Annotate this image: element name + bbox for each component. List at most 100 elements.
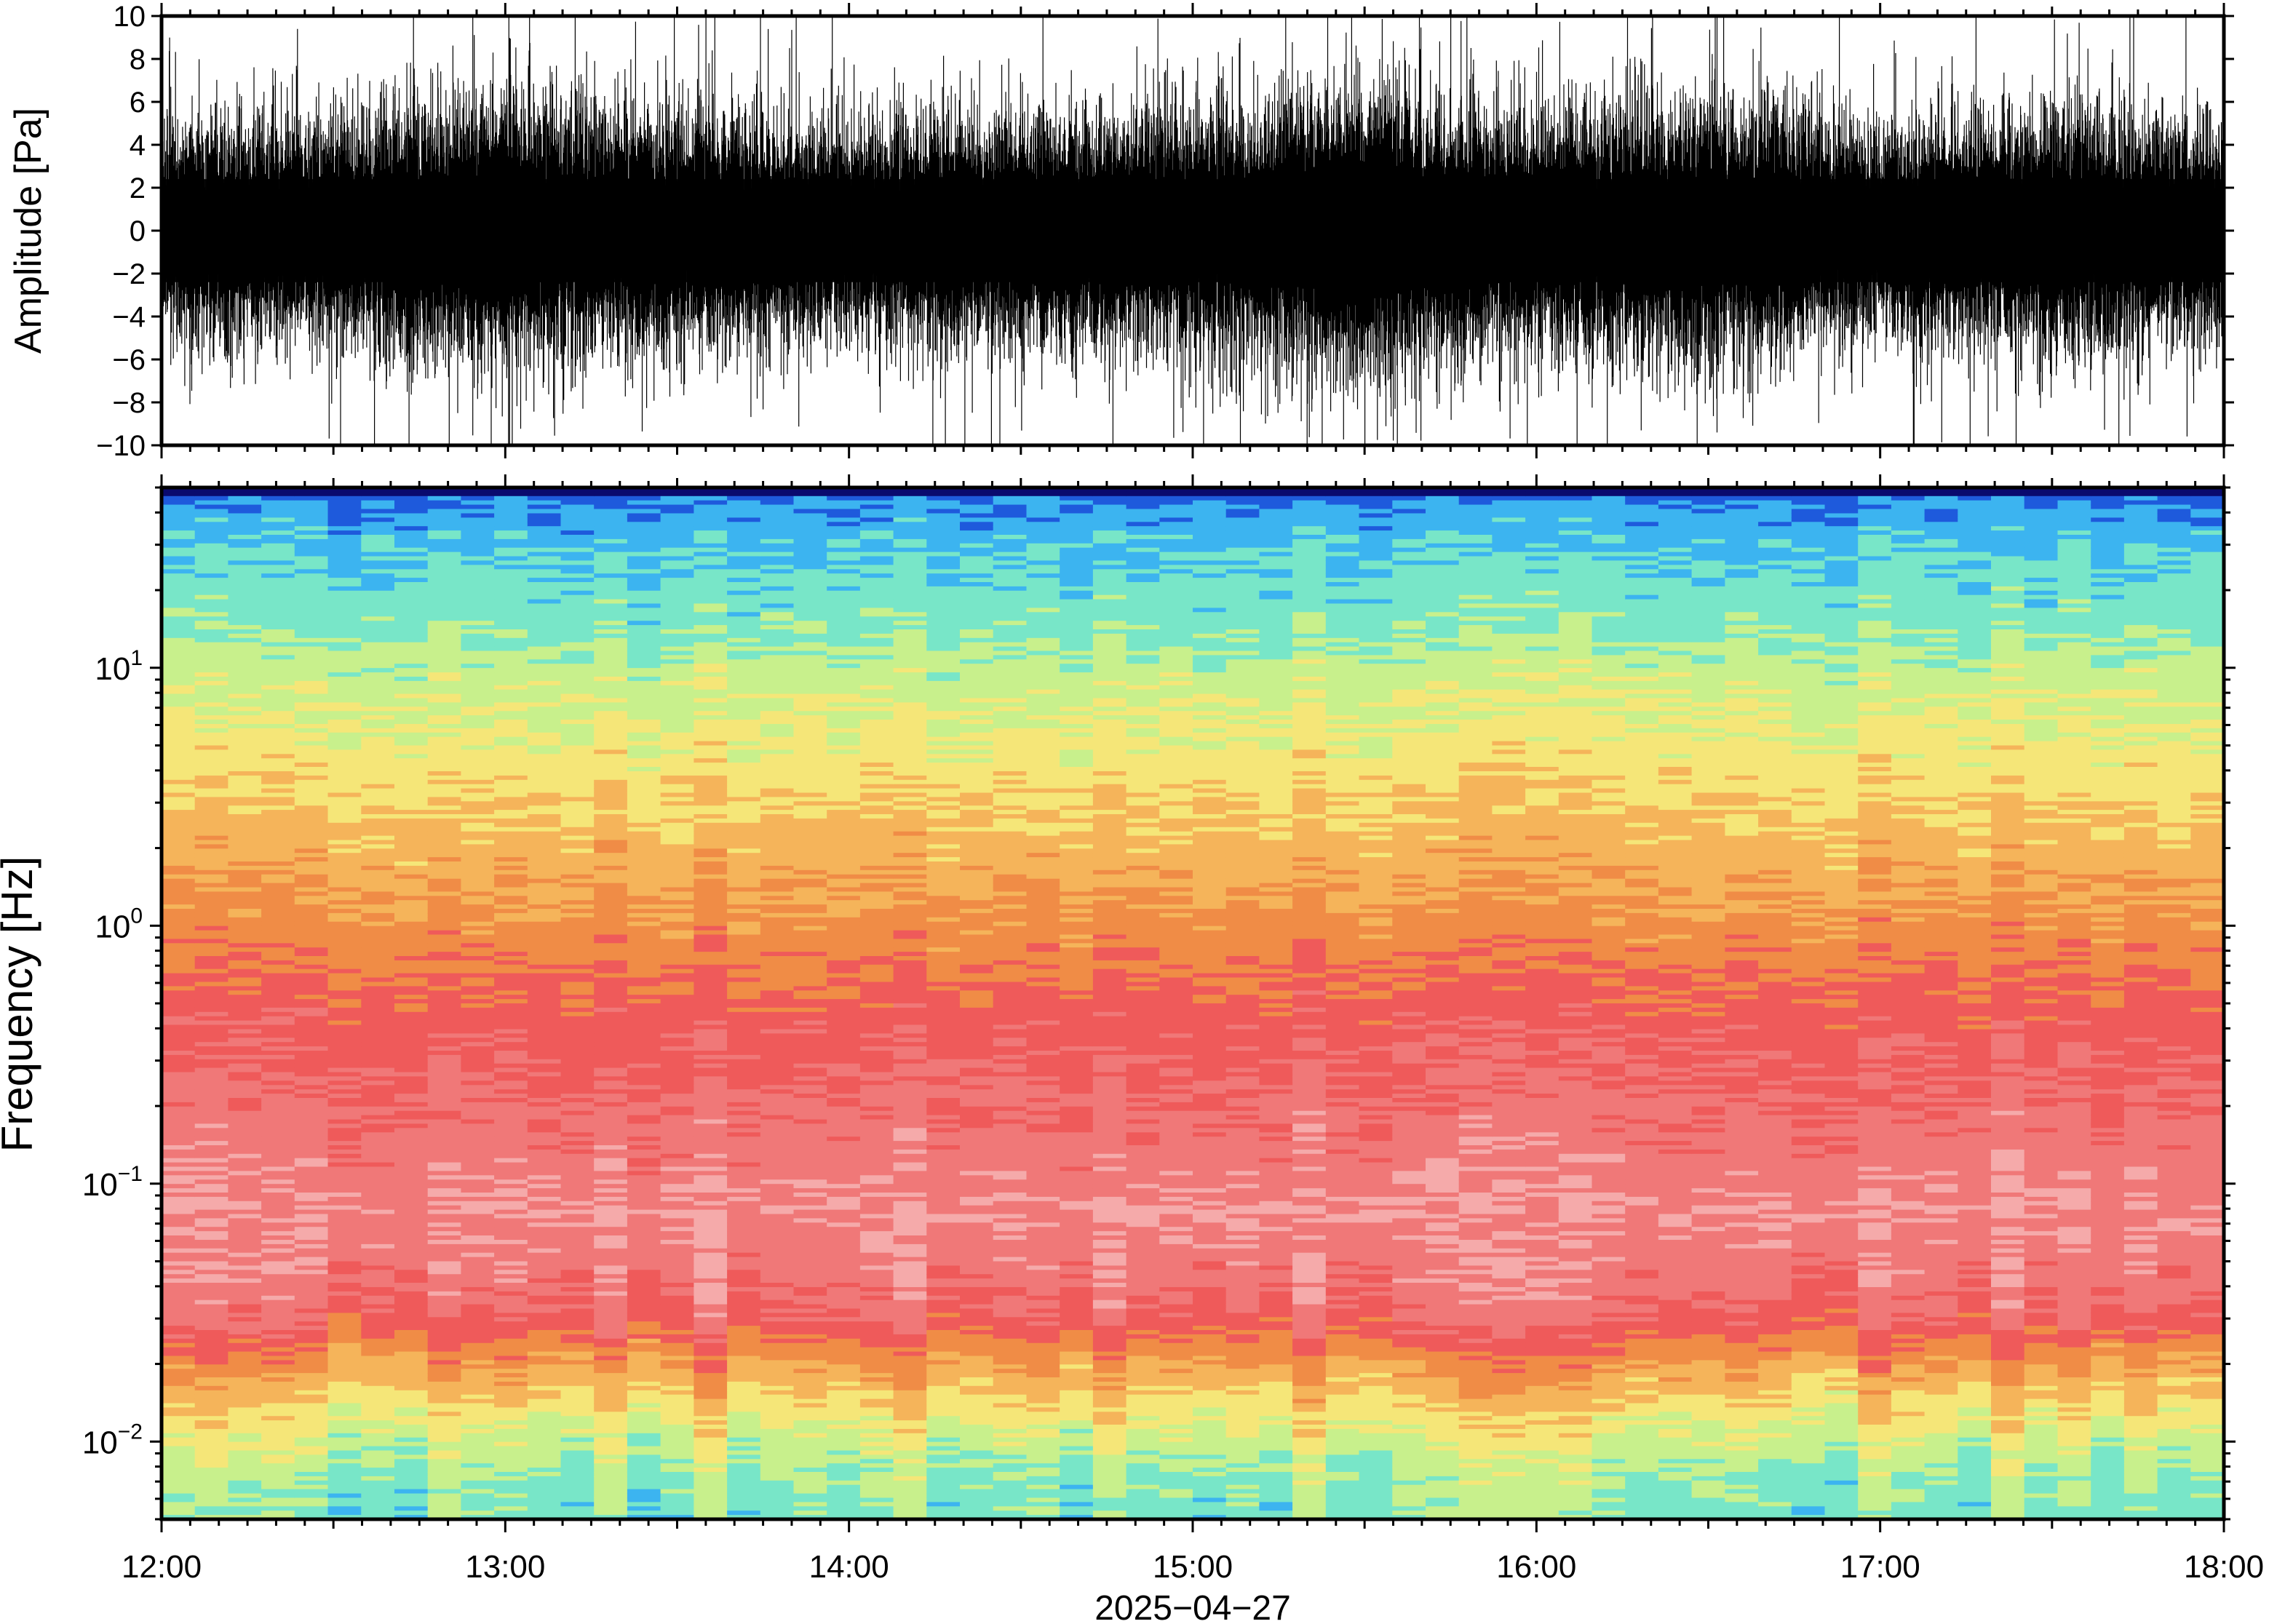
spectrogram-cell: [760, 668, 795, 673]
spectrogram-cell: [294, 629, 329, 634]
spectrogram-cell: [427, 1265, 462, 1270]
spectrogram-cell: [760, 784, 795, 789]
spectrogram-cell: [327, 633, 362, 639]
spectrogram-cell: [427, 1510, 462, 1516]
spectrogram-cell: [194, 1046, 229, 1051]
spectrogram-cell: [294, 612, 329, 617]
spectrogram-cell: [361, 1425, 395, 1430]
spectrogram-cell: [727, 556, 761, 561]
spectrogram-cell: [594, 1441, 628, 1447]
spectrogram-cell: [294, 594, 329, 600]
spectrogram-cell: [361, 801, 395, 806]
spectrogram-cell: [394, 1416, 429, 1421]
spectrogram-cell: [194, 1020, 229, 1026]
spectrogram-cell: [162, 1261, 196, 1266]
spectrogram-cell: [261, 1196, 295, 1202]
spectrogram-cell: [560, 1291, 595, 1297]
spectrogram-cell: [361, 1024, 395, 1030]
spectrogram-cell: [194, 693, 229, 699]
spectrogram-cell: [494, 1403, 528, 1408]
spectrogram-cell: [527, 1416, 562, 1421]
spectrogram-cell: [727, 1051, 761, 1056]
spectrogram-cell: [760, 1291, 795, 1297]
spectrogram-cell: [294, 986, 329, 991]
spectrogram-cell: [162, 956, 196, 961]
spectrogram-cell: [361, 1412, 395, 1417]
spectrogram-cell: [727, 1231, 761, 1236]
spectrogram-cell: [327, 999, 362, 1004]
spectrogram-cell: [427, 1072, 462, 1077]
spectrogram-cell: [760, 904, 795, 909]
spectrogram-cell: [427, 840, 462, 845]
spectrogram-cell: [261, 1385, 295, 1391]
spectrogram-cell: [261, 1274, 295, 1279]
spectrogram-cell: [793, 711, 827, 716]
spectrogram-cell: [394, 513, 429, 518]
spectrogram-cell: [627, 1398, 661, 1404]
spectrogram-cell: [627, 1059, 661, 1064]
spectrogram-cell: [594, 835, 628, 841]
spectrogram-cell: [361, 805, 395, 811]
spectrogram-cell: [228, 1145, 262, 1150]
spectrogram-cell: [228, 659, 262, 664]
spectrogram-cell: [560, 629, 595, 634]
spectrogram-cell: [461, 1029, 495, 1034]
spectrogram-cell: [294, 1437, 329, 1443]
spectrogram-cell: [228, 1360, 262, 1365]
spectrogram-cell: [527, 1132, 562, 1137]
spectrogram-cell: [228, 1209, 262, 1215]
spectrogram-cell: [228, 891, 262, 896]
spectrogram-cell: [760, 1042, 795, 1047]
spectrogram-cell: [793, 1158, 827, 1163]
spectrogram-cell: [162, 1020, 196, 1026]
spectrogram-cell: [494, 1425, 528, 1430]
spectrogram-cell: [327, 930, 362, 936]
spectrogram-cell: [394, 835, 429, 841]
spectrogram-cell: [228, 1089, 262, 1094]
spectrogram-cell: [694, 912, 728, 918]
spectrogram-cell: [294, 1390, 329, 1396]
spectrogram-cell: [594, 939, 628, 944]
spectrogram-cell: [560, 891, 595, 896]
spectrogram-cell: [361, 964, 395, 970]
spectrogram-cell: [627, 741, 661, 747]
spectrogram-cell: [527, 720, 562, 725]
spectrogram-cell: [660, 912, 695, 918]
spectrogram-cell: [228, 1412, 262, 1417]
spectrogram-cell: [694, 1450, 728, 1455]
spectrogram-cell: [261, 749, 295, 755]
spectrogram-cell: [261, 792, 295, 797]
spectrogram-cell: [427, 724, 462, 729]
spectrogram-cell: [194, 1227, 229, 1232]
spectrogram-cell: [461, 1072, 495, 1077]
spectrogram-cell: [361, 741, 395, 747]
spectrogram-cell: [361, 728, 395, 733]
spectrogram-cell: [660, 900, 695, 905]
spectrogram-cell: [527, 689, 562, 695]
spectrogram-cell: [594, 603, 628, 608]
spectrogram-cell: [461, 891, 495, 896]
spectrogram-cell: [694, 715, 728, 720]
spectrogram-cell: [427, 1506, 462, 1511]
spectrogram-cell: [527, 1356, 562, 1361]
spectrogram-cell: [660, 1265, 695, 1270]
spectrogram-cell: [194, 891, 229, 896]
spectrogram-cell: [461, 874, 495, 880]
spectrogram-cell: [793, 1094, 827, 1099]
spectrogram-cell: [560, 1218, 595, 1223]
spectrogram-cell: [660, 896, 695, 901]
spectrogram-cell: [727, 1243, 761, 1249]
spectrogram-cell: [760, 1502, 795, 1507]
spectrogram-cell: [627, 724, 661, 729]
spectrogram-cell: [294, 685, 329, 690]
spectrogram-cell: [394, 1493, 429, 1499]
spectrogram-cell: [660, 1515, 695, 1519]
spectrogram-cell: [694, 629, 728, 634]
spectrogram-cell: [760, 1046, 795, 1051]
spectrogram-cell: [694, 848, 728, 853]
spectrogram-cell: [560, 1252, 595, 1258]
spectrogram-cell: [162, 767, 196, 772]
spectrogram-cell: [793, 1351, 827, 1357]
spectrogram-cell: [560, 1067, 595, 1073]
spectrogram-cell: [527, 1038, 562, 1043]
